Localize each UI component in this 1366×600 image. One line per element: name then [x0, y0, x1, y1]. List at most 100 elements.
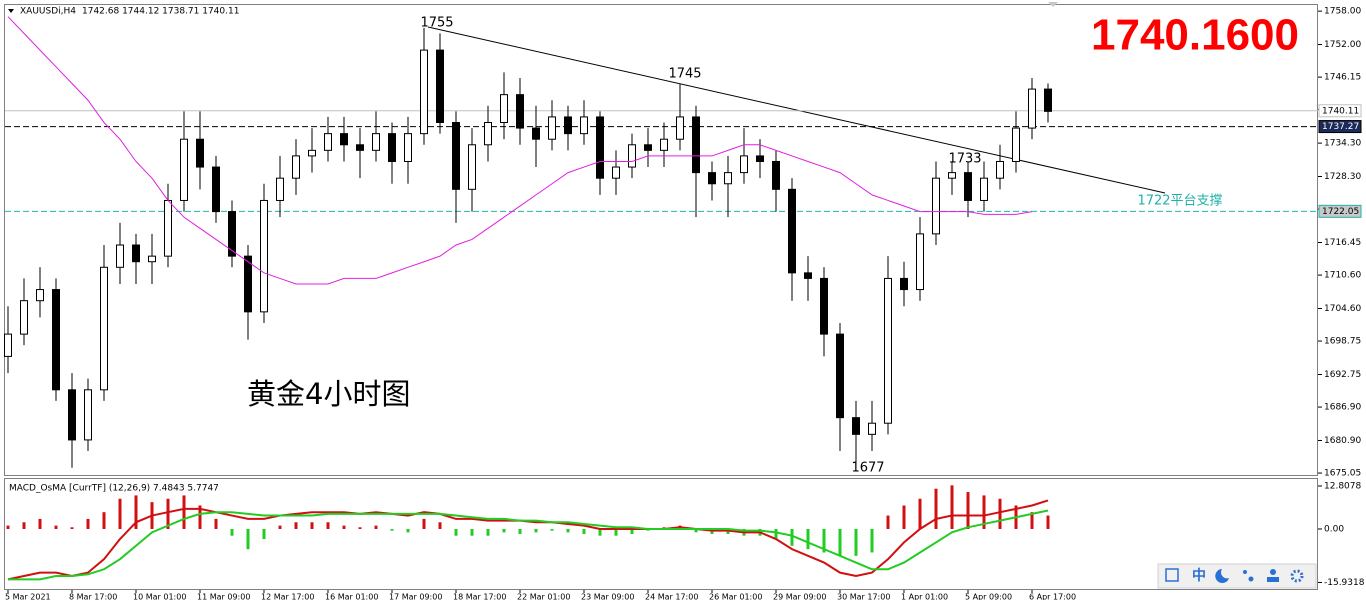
toolbar-icon[interactable] — [1243, 570, 1247, 574]
histogram-bar — [294, 522, 298, 529]
histogram-bar — [982, 495, 986, 529]
candle-body — [36, 289, 44, 302]
toolbar-icon[interactable] — [1270, 569, 1276, 575]
histogram-bar — [774, 528, 778, 540]
candle-body — [916, 233, 924, 291]
histogram-bar — [934, 488, 938, 529]
candle-body — [4, 333, 12, 357]
candle-body — [852, 417, 860, 435]
x-tick-label: 5 Apr 09:00 — [965, 593, 1012, 600]
candle-body — [404, 133, 412, 162]
candle-body — [900, 277, 908, 291]
histogram-bar — [246, 528, 250, 550]
annotation: 1722平台支撑 — [1137, 194, 1222, 209]
candle-body — [884, 277, 892, 424]
histogram-bar — [598, 528, 602, 536]
histogram-bar — [118, 498, 122, 529]
toolbar-icon[interactable] — [1215, 569, 1229, 583]
x-tick-label: 29 Mar 09:00 — [773, 593, 826, 600]
candle-body — [244, 255, 252, 313]
candle-body — [724, 172, 732, 185]
candle-body — [676, 116, 684, 140]
toolbar: 中 — [1157, 563, 1317, 589]
price-tag-label: 1740.11 — [1322, 106, 1359, 116]
candle-body — [468, 144, 476, 190]
price-tag — [1318, 120, 1362, 134]
candle-body — [292, 155, 300, 179]
x-tick-label: 1 Apr 01:00 — [901, 593, 948, 600]
y-tick-label: -15.9318 — [1324, 578, 1365, 588]
histogram-bar — [950, 485, 954, 529]
x-tick-label: 16 Mar 01:00 — [325, 593, 378, 600]
candle-body — [500, 94, 508, 123]
price-display: 1740.1600 — [1091, 11, 1299, 60]
histogram-bar — [198, 505, 202, 529]
histogram-bar — [262, 528, 266, 540]
histogram-bar — [806, 528, 810, 550]
toolbar-icon[interactable] — [1267, 577, 1279, 582]
histogram-bar — [438, 522, 442, 529]
y-tick-label: 1734.30 — [1324, 139, 1361, 149]
symbol-title: XAUUSDi,H4 — [20, 7, 76, 17]
candle-body — [212, 166, 220, 213]
candle-body — [932, 177, 940, 235]
x-tick-label: 22 Mar 01:00 — [517, 593, 570, 600]
candle-body — [948, 172, 956, 179]
candle-body — [756, 155, 764, 162]
toolbar-lang[interactable]: 中 — [1192, 567, 1206, 584]
candle-body — [228, 211, 236, 257]
candle-body — [580, 116, 588, 135]
candle-body — [276, 177, 284, 201]
histogram-bar — [134, 495, 138, 529]
y-tick-label: 1758.00 — [1324, 7, 1361, 17]
candle-body — [84, 389, 92, 441]
candle-body — [20, 300, 28, 335]
histogram-bar — [518, 528, 522, 535]
candle-body — [308, 149, 316, 157]
histogram-bar — [694, 528, 698, 533]
trend-line — [427, 26, 1166, 194]
x-tick-label: 6 Apr 17:00 — [1029, 593, 1076, 600]
histogram-bar — [1030, 512, 1034, 529]
candle-body — [260, 199, 268, 313]
candle-body — [868, 422, 876, 435]
candle-body — [612, 166, 620, 179]
candle-body — [692, 116, 700, 174]
histogram-bar — [854, 528, 858, 556]
histogram-bar — [22, 522, 26, 529]
histogram-bar — [182, 495, 186, 529]
x-tick-label: 24 Mar 17:00 — [645, 593, 698, 600]
histogram-bar — [6, 525, 10, 529]
menu-arrow[interactable] — [8, 9, 14, 13]
macd-title: MACD_OsMA [CurrTF] (12,26,9) 7.4843 5.77… — [9, 484, 219, 494]
histogram-bar — [214, 518, 218, 529]
candle-body — [548, 116, 556, 140]
candle-body — [180, 138, 188, 201]
candle-body — [596, 116, 604, 179]
candle-body — [68, 389, 76, 441]
histogram-bar — [614, 528, 618, 536]
histogram-bar — [358, 527, 362, 529]
histogram-bar — [886, 515, 890, 529]
candle-body — [372, 133, 380, 151]
price-tag-label: 1722.05 — [1322, 207, 1359, 217]
histogram-bar — [230, 528, 234, 536]
toolbar-icon[interactable] — [1165, 568, 1179, 582]
histogram-bar — [310, 522, 314, 529]
annotation: 1677 — [851, 461, 884, 476]
candle-body — [420, 49, 428, 135]
candle-body — [788, 188, 796, 274]
histogram-bar — [902, 505, 906, 529]
y-tick-label: 1680.90 — [1324, 436, 1361, 446]
toolbar-icon[interactable] — [1248, 576, 1254, 582]
candle-body — [564, 116, 572, 135]
candle-body — [116, 244, 124, 268]
histogram-bar — [38, 518, 42, 529]
candle-body — [1044, 88, 1052, 112]
price-tag-label: 1737.27 — [1322, 122, 1359, 132]
toolbar-icon[interactable] — [1290, 569, 1304, 583]
candle-body — [452, 122, 460, 190]
price-tag — [1318, 204, 1362, 218]
